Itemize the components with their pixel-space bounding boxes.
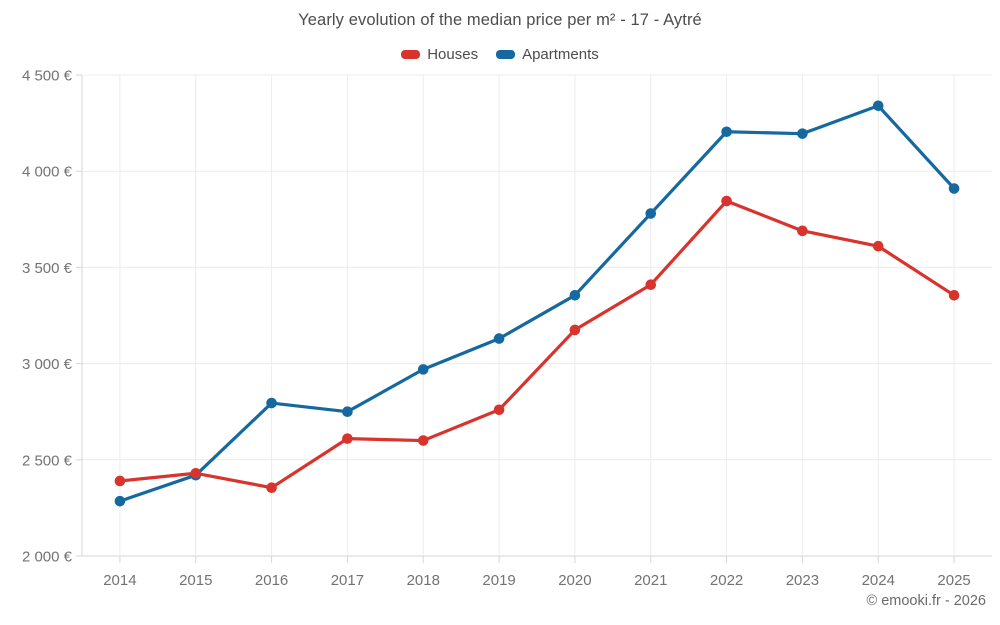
x-tick-label: 2023 [786, 572, 819, 589]
y-tick-label: 4 000 € [22, 164, 73, 181]
houses-point-2018[interactable] [417, 435, 429, 446]
apartments-point-2016[interactable] [266, 397, 277, 409]
apartments-point-2014[interactable] [114, 495, 126, 507]
chart-legend: Houses Apartments [0, 46, 1000, 63]
legend-item-apartments[interactable]: Apartments [496, 46, 599, 63]
x-tick-label: 2015 [179, 572, 212, 589]
houses-point-2014[interactable] [114, 475, 126, 487]
x-tick-label: 2019 [482, 572, 515, 589]
legend-item-houses[interactable]: Houses [401, 46, 478, 63]
x-tick-label: 2022 [710, 572, 743, 589]
chart-title: Yearly evolution of the median price per… [298, 11, 702, 29]
houses-point-2020[interactable] [569, 324, 581, 336]
y-tick-label: 3 000 € [22, 356, 73, 373]
legend-label-houses: Houses [427, 46, 479, 63]
houses-point-2019[interactable] [493, 404, 505, 416]
apartments-point-2017[interactable] [342, 406, 353, 418]
houses-line [118, 199, 956, 490]
y-tick-label: 2 500 € [22, 452, 73, 469]
apartments-series-swatch [496, 50, 516, 59]
x-tick-label: 2018 [407, 572, 440, 589]
y-tick-label: 3 500 € [22, 260, 73, 277]
houses-series-swatch [401, 50, 421, 59]
houses-point-2017[interactable] [342, 433, 353, 444]
x-tick-label: 2014 [103, 572, 136, 589]
houses-point-2022[interactable] [721, 195, 732, 207]
houses-point-2024[interactable] [872, 240, 884, 252]
x-tick-label: 2025 [937, 572, 970, 589]
houses-point-2016[interactable] [266, 482, 277, 493]
apartments-point-2018[interactable] [417, 364, 429, 375]
apartments-point-2019[interactable] [493, 333, 505, 344]
houses-point-2021[interactable] [645, 279, 657, 291]
apartments-line [118, 104, 956, 503]
footer-credit: © emooki.fr - 2026 [866, 593, 986, 609]
houses-point-2023[interactable] [797, 225, 808, 237]
x-tick-label: 2021 [634, 572, 667, 589]
y-tick-label: 2 000 € [22, 549, 73, 566]
apartments-point-2023[interactable] [797, 128, 808, 139]
x-tick-label: 2016 [255, 572, 288, 589]
legend-label-apartments: Apartments [522, 46, 599, 63]
y-tick-label: 4 500 € [22, 68, 73, 85]
apartments-point-2021[interactable] [645, 208, 657, 219]
apartments-point-2024[interactable] [872, 100, 884, 112]
x-tick-label: 2024 [862, 572, 895, 589]
x-tick-label: 2017 [331, 572, 364, 589]
apartments-point-2020[interactable] [569, 289, 581, 301]
apartments-point-2025[interactable] [948, 183, 960, 194]
x-tick-label: 2020 [558, 572, 591, 589]
houses-point-2015[interactable] [190, 467, 202, 479]
apartments-point-2022[interactable] [721, 126, 732, 138]
houses-point-2025[interactable] [948, 289, 960, 301]
